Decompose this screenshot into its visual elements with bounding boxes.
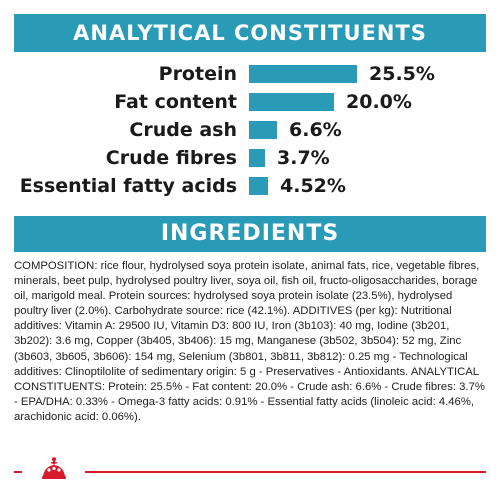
ingredients-heading: INGREDIENTS (14, 216, 486, 252)
constituent-row: Fat content 20.0% (0, 90, 500, 114)
ingredients-composition-text: COMPOSITION: rice flour, hydrolysed soya… (14, 260, 485, 423)
constituent-value: 4.52% (280, 175, 346, 197)
constituent-label: Protein (158, 63, 237, 85)
constituent-value: 20.0% (346, 91, 412, 113)
constituent-value: 25.5% (369, 63, 435, 85)
constituent-bar (249, 93, 334, 111)
constituent-row: Crude ash 6.6% (0, 118, 500, 142)
constituent-row: Crude fibres 3.7% (0, 146, 500, 170)
analytical-constituents-heading: ANALYTICAL CONSTITUENTS (14, 14, 486, 52)
constituent-label: Crude ash (129, 119, 237, 141)
constituent-row: Protein 25.5% (0, 62, 500, 86)
constituent-bar (249, 177, 268, 195)
footer-divider-right (85, 471, 486, 473)
constituent-bar (249, 149, 265, 167)
constituent-label: Fat content (114, 91, 237, 113)
constituent-label: Essential fatty acids (19, 175, 237, 197)
constituent-label: Crude fibres (105, 147, 237, 169)
constituent-bar (249, 121, 277, 139)
constituent-bar (249, 65, 357, 83)
footer-divider-left (14, 471, 22, 473)
constituent-value: 6.6% (289, 119, 342, 141)
constituent-value: 3.7% (277, 147, 330, 169)
crown-logo-icon (42, 457, 66, 479)
constituent-row: Essential fatty acids 4.52% (0, 174, 500, 198)
